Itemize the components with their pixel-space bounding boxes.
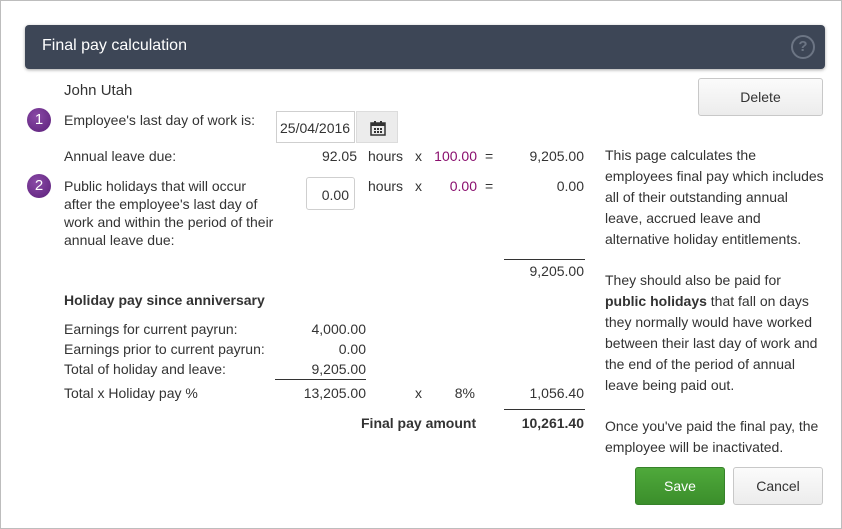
step-1-badge: 1 (27, 108, 51, 132)
info-line: between their last day of work and (605, 335, 818, 351)
employee-name: John Utah (64, 82, 133, 99)
help-icon[interactable]: ? (791, 35, 815, 59)
info-line-rest: that fall on days (706, 293, 809, 309)
public-holidays-label-4: annual leave due: (64, 232, 175, 248)
total-holiday-leave-value: 9,205.00 (311, 361, 367, 377)
info-line: all of their outstanding annual (605, 189, 788, 205)
annual-leave-times: x (415, 148, 422, 164)
info-line: leave, accrued leave and (605, 210, 761, 226)
public-holiday-hours-input[interactable]: 0.00 (306, 177, 355, 210)
cancel-button[interactable]: Cancel (733, 467, 823, 505)
total-holiday-pay-value: 13,205.00 (303, 385, 366, 401)
info-line: leave being paid out. (605, 377, 735, 393)
info-line: employee will be inactivated. (605, 439, 784, 455)
earnings-prior-label: Earnings prior to current payrun: (64, 341, 265, 357)
public-holiday-amount: 0.00 (556, 178, 584, 194)
subtotal-amount: 9,205.00 (529, 263, 585, 279)
holiday-total-rule (275, 379, 366, 380)
final-pay-rule (504, 409, 585, 410)
save-button[interactable]: Save (635, 467, 725, 505)
delete-button[interactable]: Delete (698, 78, 823, 116)
annual-leave-hours: 92.05 (321, 148, 357, 164)
holiday-pay-times: x (415, 385, 422, 401)
dialog-title: Final pay calculation (42, 37, 187, 54)
public-holidays-emphasis: public holidays (605, 293, 707, 309)
info-paragraph-1: This page calculates the employees final… (605, 145, 830, 250)
total-holiday-leave-label: Total of holiday and leave: (64, 361, 226, 377)
info-line: They should also be paid for (605, 272, 781, 288)
annual-leave-unit: hours (368, 148, 404, 164)
total-holiday-pay-label: Total x Holiday pay % (64, 385, 198, 401)
info-line: employees final pay which includes (605, 168, 824, 184)
holiday-pay-result: 1,056.40 (529, 385, 585, 401)
earnings-prior-value: 0.00 (338, 341, 366, 357)
info-line: alternative holiday entitlements. (605, 231, 802, 247)
info-line: Once you've paid the final pay, the (605, 418, 819, 434)
subtotal-rule (504, 259, 585, 260)
info-paragraph-2: They should also be paid for public holi… (605, 270, 830, 396)
info-paragraph-3: Once you've paid the final pay, the empl… (605, 416, 830, 458)
public-holiday-equals: = (485, 178, 494, 194)
calendar-button[interactable] (356, 111, 398, 143)
holiday-pay-percent: 8% (454, 385, 475, 401)
calendar-icon (370, 121, 386, 136)
info-line-mixed: public holidays that fall on days (605, 291, 830, 312)
annual-leave-amount: 9,205.00 (529, 148, 585, 164)
public-holiday-times: x (415, 178, 422, 194)
final-pay-label: Final pay amount (361, 415, 477, 431)
holiday-pay-heading: Holiday pay since anniversary (64, 292, 265, 308)
public-holiday-unit: hours (368, 178, 404, 194)
info-line: This page calculates the (605, 147, 756, 163)
info-line: the end of the period of annual (605, 356, 795, 372)
last-day-label: Employee's last day of work is: (64, 112, 255, 128)
final-pay-amount: 10,261.40 (521, 415, 584, 431)
info-line: they normally would have worked (605, 314, 812, 330)
public-holidays-label-2: after the employee's last day of (64, 196, 258, 212)
public-holidays-label-3: work and within the period of their (64, 214, 274, 230)
last-day-date-input[interactable]: 25/04/2016 (276, 111, 355, 143)
public-holiday-rate: 0.00 (449, 178, 477, 194)
public-holidays-label-1: Public holidays that will occur (64, 178, 247, 194)
dialog-header: Final pay calculation ? (25, 25, 825, 69)
annual-leave-equals: = (485, 148, 494, 164)
earnings-current-value: 4,000.00 (311, 321, 367, 337)
annual-leave-rate: 100.00 (434, 148, 477, 164)
earnings-current-label: Earnings for current payrun: (64, 321, 238, 337)
step-2-badge: 2 (27, 174, 51, 198)
annual-leave-label: Annual leave due: (64, 148, 177, 164)
